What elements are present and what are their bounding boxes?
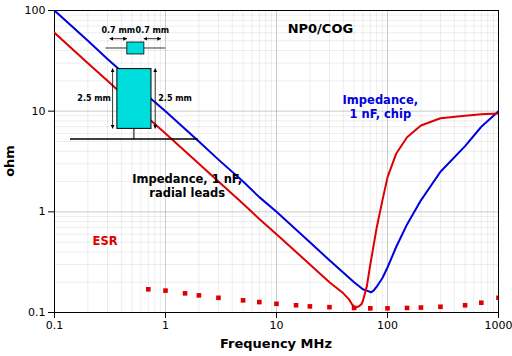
svg-text:10: 10 bbox=[32, 105, 46, 118]
svg-text:2.5 mm: 2.5 mm bbox=[77, 94, 111, 103]
svg-text:100: 100 bbox=[25, 4, 46, 17]
svg-text:Impedance, 1 nF,radial leads: Impedance, 1 nF,radial leads bbox=[132, 172, 242, 200]
svg-text:0.1: 0.1 bbox=[46, 319, 64, 332]
svg-text:0.7 mm: 0.7 mm bbox=[101, 26, 135, 35]
svg-text:Frequency MHz: Frequency MHz bbox=[220, 336, 332, 351]
svg-text:10: 10 bbox=[270, 319, 284, 332]
svg-text:0.7 mm: 0.7 mm bbox=[136, 26, 170, 35]
svg-text:ohm: ohm bbox=[2, 145, 17, 177]
svg-text:1: 1 bbox=[162, 319, 169, 332]
svg-text:ESR: ESR bbox=[93, 234, 118, 248]
svg-text:Impedance,1 nF, chip: Impedance,1 nF, chip bbox=[343, 93, 418, 121]
svg-text:1: 1 bbox=[39, 205, 46, 218]
svg-text:NP0/COG: NP0/COG bbox=[288, 21, 353, 36]
svg-text:1000: 1000 bbox=[485, 319, 512, 332]
svg-text:2.5 mm: 2.5 mm bbox=[158, 94, 192, 103]
svg-text:100: 100 bbox=[377, 319, 398, 332]
svg-text:0.1: 0.1 bbox=[28, 306, 46, 319]
